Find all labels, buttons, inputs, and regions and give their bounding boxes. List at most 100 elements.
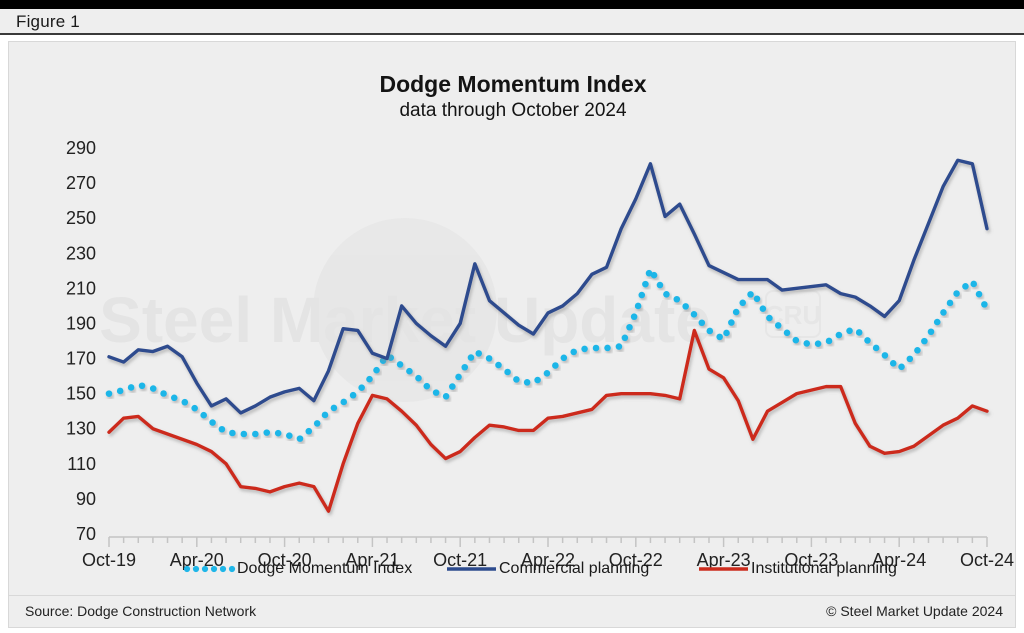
- data-dot: [321, 411, 329, 419]
- data-dot: [940, 309, 947, 316]
- data-dot: [747, 291, 754, 298]
- data-line: [107, 328, 989, 513]
- data-dot: [523, 379, 531, 386]
- y-tick-label-150: 150: [66, 384, 96, 404]
- data-dot: [552, 362, 559, 369]
- data-dot: [560, 354, 568, 362]
- data-dot: [170, 394, 178, 402]
- data-dot: [881, 352, 889, 359]
- chart-title: Dodge Momentum Index: [379, 71, 647, 97]
- data-dot: [296, 435, 304, 442]
- data-dot: [698, 319, 706, 327]
- data-dot: [626, 323, 633, 331]
- legend-label-dodge-momentum-index: Dodge Momentum Index: [237, 560, 412, 577]
- data-dot: [358, 384, 365, 391]
- data-dot: [127, 384, 135, 391]
- data-dot: [330, 404, 338, 412]
- data-dot: [495, 361, 502, 369]
- series-institutional-planning: [107, 328, 989, 513]
- legend-marker-dotted: [210, 565, 218, 573]
- data-dot: [906, 355, 914, 363]
- figure-label: Figure 1: [16, 12, 80, 31]
- y-tick-label-250: 250: [66, 208, 96, 228]
- chart-panel: Dodge Momentum Index data through Octobe…: [8, 41, 1016, 596]
- data-dot: [313, 420, 321, 427]
- x-tick-label-Apr-21: Apr-21: [345, 550, 399, 570]
- data-dot: [739, 299, 747, 307]
- x-tick-label-Oct-19: Oct-19: [82, 550, 136, 570]
- data-dot: [340, 398, 348, 406]
- data-dot: [914, 346, 921, 354]
- data-dot: [475, 350, 483, 357]
- x-tick-label-Apr-20: Apr-20: [170, 550, 224, 570]
- cru-box: [765, 290, 821, 338]
- data-dot: [286, 432, 293, 439]
- data-dot: [138, 382, 146, 390]
- data-dot: [673, 295, 681, 303]
- y-tick-label-210: 210: [66, 278, 96, 298]
- data-dot: [872, 344, 880, 352]
- data-dot: [706, 327, 714, 335]
- data-dot: [461, 363, 469, 371]
- series-dodge-momentum-index: [105, 269, 988, 442]
- data-dot: [933, 318, 941, 326]
- copyright-note: © Steel Market Update 2024: [826, 603, 1003, 619]
- y-tick-label-110: 110: [67, 454, 96, 474]
- data-dot: [581, 345, 588, 353]
- data-dot: [366, 375, 373, 383]
- x-tick-label-Oct-21: Oct-21: [433, 550, 487, 570]
- data-dot: [946, 299, 954, 307]
- data-dot: [467, 354, 475, 361]
- data-dot: [615, 343, 623, 350]
- chart-subtitle: data through October 2024: [399, 100, 627, 121]
- data-dot: [634, 302, 642, 310]
- x-tick-label-Oct-23: Oct-23: [784, 550, 838, 570]
- data-dot: [723, 329, 730, 337]
- y-tick-label-90: 90: [76, 489, 96, 509]
- data-dot: [898, 363, 905, 371]
- data-line: [107, 158, 989, 415]
- x-tick-label-Oct-20: Oct-20: [258, 550, 312, 570]
- data-dot: [759, 305, 767, 313]
- x-tick-label-Apr-23: Apr-23: [697, 550, 751, 570]
- data-dot: [543, 370, 551, 377]
- data-dot: [846, 327, 853, 335]
- y-tick-label-230: 230: [66, 243, 96, 263]
- data-dot: [513, 376, 520, 383]
- data-dot: [209, 419, 216, 426]
- cru-label: CRU: [765, 300, 821, 330]
- data-dot: [645, 269, 653, 277]
- source-note: Source: Dodge Construction Network: [25, 603, 257, 619]
- legend-marker-dotted: [201, 565, 209, 573]
- data-dot: [716, 333, 723, 341]
- top-black-bar: [0, 0, 1024, 9]
- data-dot: [690, 311, 698, 318]
- data-dot: [783, 329, 791, 337]
- legend-marker-dotted: [192, 565, 200, 573]
- data-dot: [105, 390, 113, 397]
- data-dot: [814, 340, 822, 348]
- data-dot: [835, 331, 843, 339]
- data-dot: [191, 404, 198, 412]
- data-dot: [570, 348, 578, 356]
- data-dot: [181, 398, 189, 406]
- data-dot: [485, 355, 493, 362]
- data-dot: [229, 429, 236, 437]
- data-dot: [927, 328, 935, 336]
- data-dot: [200, 411, 207, 419]
- data-dot: [650, 271, 658, 279]
- y-tick-label-290: 290: [66, 138, 96, 158]
- x-tick-label-Apr-22: Apr-22: [521, 550, 575, 570]
- data-dot: [160, 390, 167, 397]
- data-dot: [981, 301, 988, 308]
- data-dot: [149, 385, 157, 392]
- x-tick-label-Oct-24: Oct-24: [960, 550, 1014, 570]
- data-dot: [663, 290, 670, 298]
- data-dot: [766, 314, 773, 322]
- series-commercial-planning: [107, 158, 989, 415]
- watermark-text: Steel Market Update: [99, 284, 711, 356]
- y-tick-label-170: 170: [66, 349, 96, 369]
- data-dot: [604, 344, 611, 352]
- data-dot: [953, 290, 960, 297]
